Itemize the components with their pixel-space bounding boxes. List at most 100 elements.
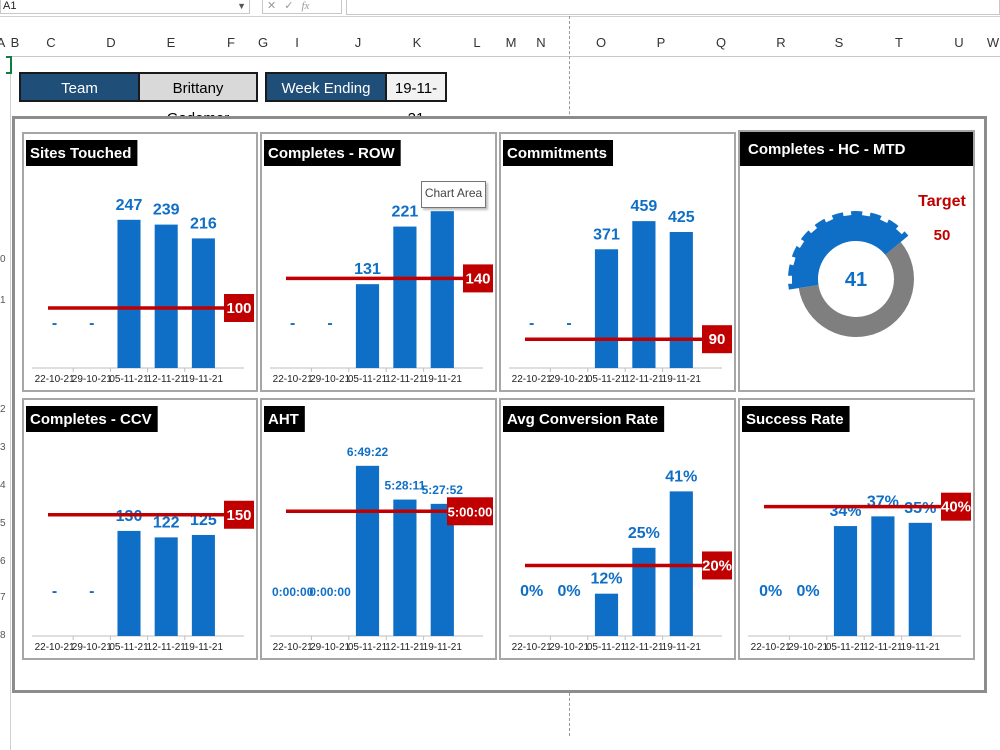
bar-5[interactable] <box>669 491 693 636</box>
x-tick-label: 12-11-21 <box>863 642 903 653</box>
cancel-icon[interactable]: ✕ <box>267 0 277 12</box>
target-label: 40% <box>941 499 971 516</box>
bar-3[interactable] <box>117 219 141 368</box>
bar-4[interactable] <box>393 226 417 368</box>
data-label-3: 6:49:22 <box>347 445 389 459</box>
column-header-t[interactable]: T <box>895 35 903 50</box>
column-header-e[interactable]: E <box>166 35 176 50</box>
x-tick-label: 19-11-21 <box>662 374 702 385</box>
x-tick-label: 12-11-21 <box>624 642 664 653</box>
column-header-m[interactable]: M <box>505 35 517 50</box>
x-tick-label: 12-11-21 <box>147 374 187 385</box>
chart-commitments[interactable]: Commitments - 22-10-21 - 29-10-21 371 05-11-21… <box>499 132 736 392</box>
column-header-u[interactable]: U <box>954 35 964 50</box>
column-header-w[interactable]: W <box>986 35 1000 50</box>
check-icon[interactable]: ✓ <box>284 0 294 12</box>
column-header-j[interactable]: J <box>354 35 362 50</box>
bar-4[interactable] <box>632 547 656 636</box>
bar-5[interactable] <box>191 238 215 368</box>
data-label-2: - <box>89 583 94 600</box>
column-header-p[interactable]: P <box>656 35 666 50</box>
x-tick-label: 05-11-21 <box>587 642 627 653</box>
column-header-s[interactable]: S <box>834 35 844 50</box>
bar-5[interactable] <box>669 232 693 368</box>
bar-3[interactable] <box>355 284 380 368</box>
team-label: Team <box>19 72 140 102</box>
row-header-11[interactable]: 1 <box>0 295 6 306</box>
bar-3[interactable] <box>833 526 858 636</box>
bar-3[interactable] <box>594 249 619 368</box>
chart-title: Completes - ROW <box>268 145 396 162</box>
bar-3[interactable] <box>355 465 380 636</box>
bar-4[interactable] <box>632 221 656 368</box>
column-header-k[interactable]: K <box>412 35 422 50</box>
week-ending-value[interactable]: 19-11-21 <box>385 72 447 127</box>
chart-completes-ccv[interactable]: Completes - CCV-22-10-21-29-10-2113005-1… <box>22 398 258 660</box>
row-header-17[interactable]: 7 <box>0 592 6 603</box>
bar-3[interactable] <box>594 593 619 636</box>
row-header-14[interactable]: 4 <box>0 480 6 491</box>
row-header-18[interactable]: 8 <box>0 630 6 641</box>
column-header-g[interactable]: G <box>257 35 269 50</box>
column-header-d[interactable]: D <box>106 35 116 50</box>
x-tick-label: 12-11-21 <box>385 642 425 653</box>
function-icon[interactable]: fx <box>301 0 310 12</box>
chart-title-bg <box>742 406 850 432</box>
bar-5[interactable] <box>430 211 454 368</box>
column-header-c[interactable]: C <box>46 35 56 50</box>
bar-4[interactable] <box>154 537 178 636</box>
row-header-15[interactable]: 5 <box>0 518 6 529</box>
bar-3[interactable] <box>117 530 141 636</box>
column-header-r[interactable]: R <box>776 35 786 50</box>
donut-notch <box>783 275 793 284</box>
chart-svg: Avg Conversion Rate 0% 22-10-21 0% 29-10-21 1… <box>503 406 732 653</box>
column-header-o[interactable]: O <box>595 35 607 50</box>
column-header-b[interactable]: B <box>10 35 20 50</box>
chart-success-rate[interactable]: Success Rate 0% 22-10-21 0% 29-10-21 34% 05-11… <box>738 398 975 660</box>
x-tick-label: 29-10-21 <box>310 642 350 653</box>
chart-avg-conversion-rate[interactable]: Avg Conversion Rate 0% 22-10-21 0% 29-10-21 1… <box>499 398 736 660</box>
x-tick-label: 22-10-21 <box>751 642 791 653</box>
row-header-10[interactable]: 0 <box>0 254 6 265</box>
bar-5[interactable] <box>908 522 932 636</box>
chevron-down-icon[interactable]: ▼ <box>237 1 246 11</box>
x-tick-label: 12-11-21 <box>147 642 187 653</box>
row-header-12[interactable]: 2 <box>0 404 6 415</box>
column-header-a[interactable]: A <box>0 35 6 50</box>
donut-value-segment[interactable] <box>788 211 909 290</box>
donut-notch <box>793 236 805 248</box>
column-header-l[interactable]: L <box>473 35 481 50</box>
formula-input[interactable] <box>346 0 1000 15</box>
bar-4[interactable] <box>871 516 895 636</box>
data-label-2: - <box>327 315 332 332</box>
column-header-n[interactable]: N <box>536 35 546 50</box>
chart-title: AHT <box>268 411 299 428</box>
data-label-5: 41% <box>665 468 697 485</box>
donut-notch <box>785 255 796 266</box>
chart-svg: Success Rate0%22-10-210%29-10-2134%05-11… <box>742 406 971 653</box>
column-header-q[interactable]: Q <box>715 35 727 50</box>
data-label-2: 0:00:00 <box>309 585 351 599</box>
bar-5[interactable] <box>430 503 454 636</box>
chart-completes-hc-mtd[interactable]: Completes - HC - MTD 41 Target 50 <box>738 130 975 392</box>
donut-remaining-segment[interactable] <box>798 242 914 337</box>
x-tick-label: 29-10-21 <box>549 642 589 653</box>
x-tick-label: 29-10-21 <box>72 642 112 653</box>
chart-completes-row[interactable]: Completes - ROW - 22-10-21 - 29-10-21 131 05-1… <box>260 132 497 392</box>
target-label-box <box>941 492 971 521</box>
data-label-4: 239 <box>153 202 180 219</box>
row-header-16[interactable]: 6 <box>0 556 6 567</box>
bar-5[interactable] <box>191 534 215 636</box>
team-value[interactable]: Brittany Gademer <box>138 72 258 127</box>
bar-4[interactable] <box>154 224 178 368</box>
chart-aht[interactable]: AHT 0:00:00 22-10-21 0:00:00 29-10-21 6:49:22… <box>260 398 497 660</box>
column-header-i[interactable]: I <box>295 35 299 50</box>
bar-4[interactable] <box>393 499 417 636</box>
chart-sites-touched[interactable]: Sites Touched - 22-10-21 - 29-10-21 247 05-11-… <box>22 132 258 392</box>
column-header-f[interactable]: F <box>227 35 235 50</box>
name-box[interactable]: A1 ▼ <box>0 0 250 14</box>
row-header-13[interactable]: 3 <box>0 442 6 453</box>
x-tick-label: 05-11-21 <box>109 374 149 385</box>
data-label-3: 371 <box>593 226 620 243</box>
chart-title: Completes - HC - MTD <box>748 141 906 158</box>
